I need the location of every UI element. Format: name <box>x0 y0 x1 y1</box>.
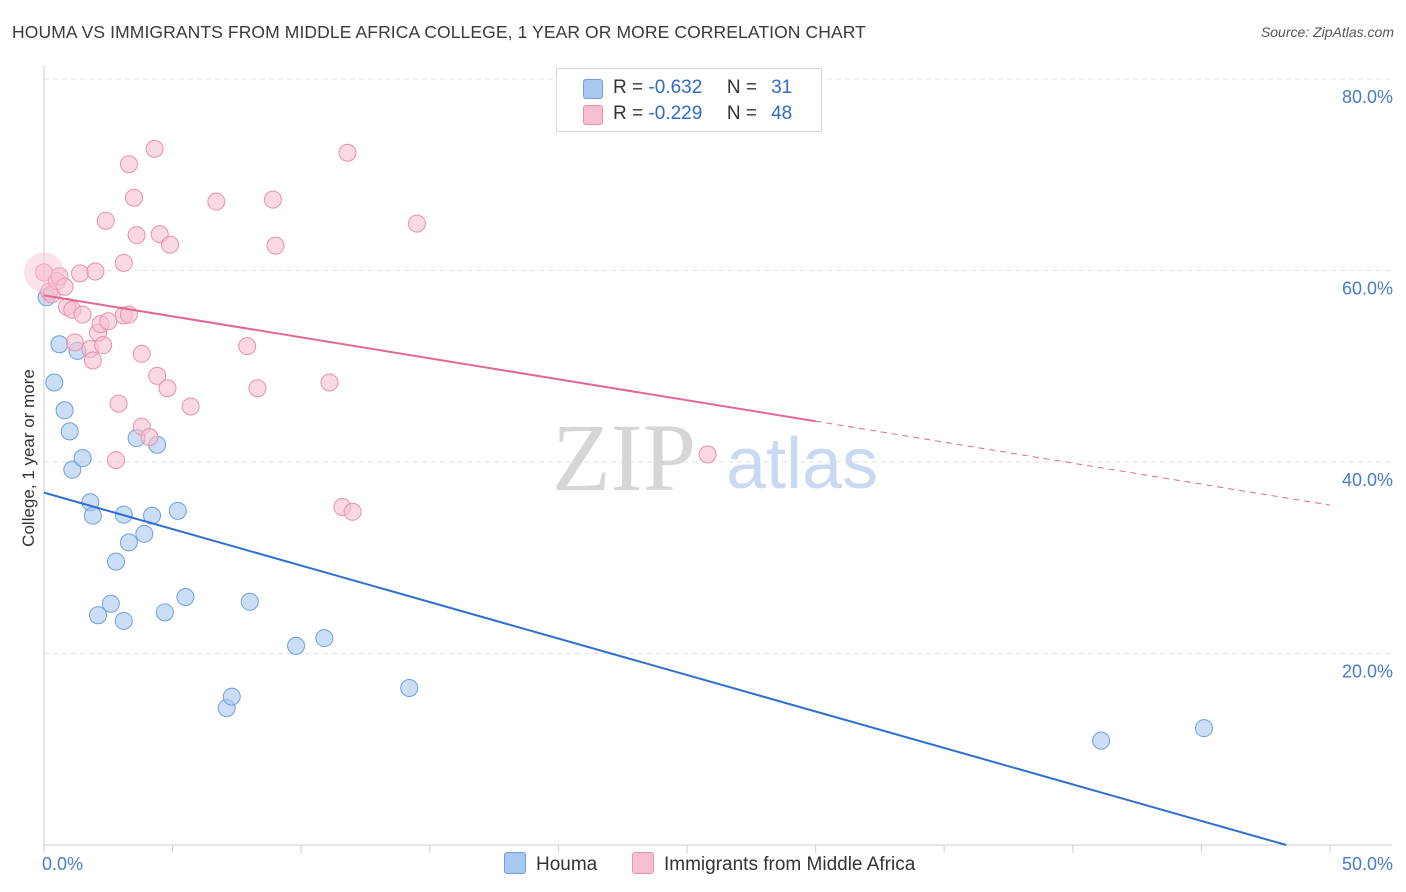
y-axis-label: College, 1 year or more <box>19 369 38 547</box>
point-immigrants <box>94 336 113 355</box>
point-immigrants <box>99 312 118 331</box>
point-houma <box>50 335 69 354</box>
y-tick-label: 20.0% <box>1342 662 1393 682</box>
legend-n-label: N = <box>726 77 757 98</box>
point-immigrants <box>263 190 282 209</box>
legend-swatch-houma <box>583 79 603 99</box>
chart-title: HOUMA VS IMMIGRANTS FROM MIDDLE AFRICA C… <box>12 22 866 42</box>
point-immigrants <box>158 379 177 398</box>
point-houma <box>135 524 154 543</box>
point-immigrants <box>65 333 84 352</box>
point-houma <box>73 449 92 468</box>
bottom-legend-label-houma: Houma <box>536 854 598 875</box>
point-immigrants <box>55 277 74 296</box>
legend-swatch-immigrants <box>583 105 603 125</box>
point-immigrants <box>71 264 90 283</box>
legend-r-label: R = <box>613 77 644 98</box>
point-houma <box>119 533 138 552</box>
point-immigrants <box>73 305 92 324</box>
correlation-legend: R = -0.632 N = 31 R = -0.229 N = 48 <box>556 68 822 132</box>
legend-n-value-houma: 31 <box>771 77 793 98</box>
point-immigrants <box>109 394 128 413</box>
point-immigrants <box>125 188 144 207</box>
point-immigrants <box>114 253 133 272</box>
bottom-legend-swatch-houma <box>504 852 526 874</box>
point-houma <box>155 603 174 622</box>
point-immigrants <box>238 337 257 356</box>
trend-lines <box>43 294 1331 846</box>
point-houma <box>101 594 120 613</box>
trend-line-immigrants <box>43 294 816 423</box>
point-immigrants <box>320 373 339 392</box>
point-houma <box>400 678 419 697</box>
point-immigrants <box>24 252 64 293</box>
gridlines <box>44 78 1392 654</box>
watermark-atlas: atlas <box>726 424 878 504</box>
point-immigrants <box>248 379 267 398</box>
point-houma <box>1092 731 1111 750</box>
point-houma <box>222 687 241 706</box>
point-immigrants <box>343 502 362 521</box>
point-immigrants <box>207 192 226 211</box>
source-credit: Source: ZipAtlas.com <box>1260 24 1394 40</box>
point-immigrants <box>140 428 159 447</box>
bottom-legend-immigrants: Immigrants from Middle Africa <box>632 852 915 876</box>
point-immigrants <box>407 214 426 233</box>
point-houma <box>168 501 187 520</box>
legend-n-value-immigrants: 48 <box>771 103 793 124</box>
point-houma <box>63 460 82 479</box>
point-immigrants <box>145 139 164 158</box>
point-immigrants <box>338 143 357 162</box>
point-houma <box>114 611 133 630</box>
y-tick-label: 40.0% <box>1342 470 1393 490</box>
point-houma <box>89 606 108 625</box>
trend-line-extension <box>815 420 1331 506</box>
point-immigrants <box>266 236 285 255</box>
legend-n-label: N = <box>726 103 757 124</box>
point-immigrants <box>698 445 717 464</box>
point-immigrants <box>119 155 138 174</box>
tick-labels: 20.0% 40.0% 60.0% 80.0% 0.0% 50.0% <box>42 87 1393 874</box>
point-houma <box>55 401 74 420</box>
point-houma <box>315 629 334 648</box>
point-immigrants <box>181 397 200 416</box>
bottom-legend-houma: Houma <box>504 852 597 876</box>
point-houma <box>287 636 306 655</box>
bottom-legend-label-immigrants: Immigrants from Middle Africa <box>664 854 916 875</box>
point-houma <box>45 373 64 392</box>
y-tick-label: 60.0% <box>1342 279 1393 299</box>
point-immigrants <box>107 451 126 470</box>
point-immigrants <box>148 366 167 385</box>
point-immigrants <box>96 211 115 230</box>
point-houma <box>60 422 79 441</box>
point-immigrants <box>86 262 105 281</box>
watermark-zip: ZIP <box>552 404 696 511</box>
point-houma <box>83 506 102 525</box>
bottom-legend-swatch-immigrants <box>632 852 654 874</box>
legend-r-value-immigrants: -0.229 <box>648 103 703 124</box>
x-tick-label: 50.0% <box>1342 854 1393 874</box>
point-immigrants <box>161 235 180 254</box>
legend-r-value-houma: -0.632 <box>648 77 703 98</box>
watermark: ZIP atlas <box>552 404 878 511</box>
point-immigrants <box>132 344 151 363</box>
y-tick-label: 80.0% <box>1342 87 1393 107</box>
x-tick-label: 0.0% <box>42 854 83 874</box>
trend-line-houma <box>43 491 1287 846</box>
point-immigrants <box>127 226 146 245</box>
axes <box>43 66 1392 853</box>
point-houma <box>107 552 126 571</box>
legend-r-label: R = <box>613 103 644 124</box>
point-houma <box>176 588 195 607</box>
point-houma <box>240 592 259 611</box>
point-immigrants <box>83 351 102 370</box>
point-houma <box>1194 719 1213 738</box>
